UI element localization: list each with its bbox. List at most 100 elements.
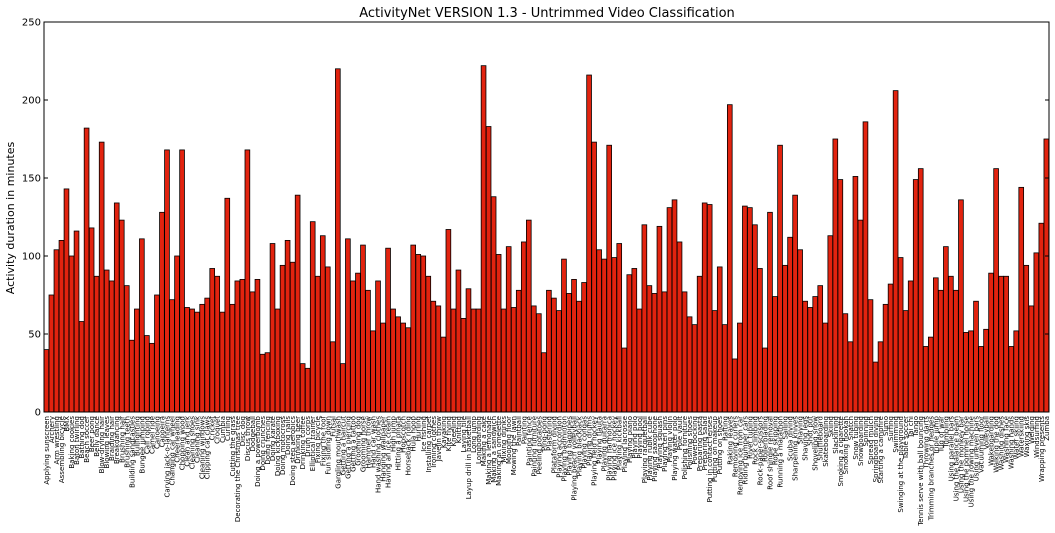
x-tick-label: Playing ten pins [661, 416, 669, 472]
bar [988, 272, 994, 413]
bar [887, 283, 894, 413]
bar [767, 211, 773, 413]
x-tick-label: Painting [520, 416, 528, 444]
x-tick-label: Fun sliding down [324, 416, 332, 475]
bar [450, 308, 457, 413]
bar [812, 296, 819, 413]
bar [284, 239, 291, 413]
x-tick-label: Playing rubik cube [646, 416, 654, 481]
x-tick-label: Doing karate [269, 416, 277, 461]
x-tick-label: Applying sunscreen [43, 416, 51, 485]
chart-title: ActivityNet VERSION 1.3 - Untrimmed Vide… [359, 6, 735, 21]
x-tick-label: Starting a campfire [877, 416, 885, 484]
bar [596, 249, 602, 413]
x-tick-label: Cricket [209, 416, 217, 441]
bar [375, 280, 381, 413]
x-tick-label: Preparing salad [701, 416, 709, 470]
bar [58, 239, 65, 413]
bar [455, 269, 462, 413]
bar [802, 300, 808, 413]
bar [324, 266, 331, 413]
bar [621, 347, 628, 413]
bar [169, 299, 175, 413]
x-tick-label: Doing kickboxing [274, 416, 282, 476]
bar [214, 275, 221, 413]
x-tick-label: Changing car wheel [169, 416, 177, 486]
bar [174, 255, 180, 413]
x-tick-label: Longboarding [475, 416, 483, 464]
x-tick-label: Tango [912, 416, 920, 438]
x-tick-label: Laying tile [460, 416, 468, 452]
x-tick-label: Polishing forniture [681, 416, 689, 479]
x-tick-label: Cleaning shoes [189, 416, 197, 470]
bar [340, 363, 346, 413]
plot-frame [43, 21, 1050, 413]
bar [93, 275, 100, 413]
x-tick-label: Calf roping [143, 416, 151, 454]
bar [480, 65, 487, 413]
bar [1038, 222, 1045, 413]
x-tick-label: Running a marathon [777, 416, 785, 488]
x-tick-label: Elliptical trainer [309, 416, 317, 471]
x-tick-label: Playing blackjack [576, 415, 584, 476]
bar [968, 330, 974, 413]
bar [696, 275, 703, 413]
x-tick-label: Croquet [214, 416, 222, 444]
bar [757, 268, 763, 413]
bar [591, 141, 597, 413]
bar [1018, 186, 1025, 413]
x-tick-label: Baking cookies [68, 416, 76, 469]
x-tick-label: Kneeling [450, 416, 458, 446]
bar [1028, 305, 1035, 413]
bar [400, 322, 406, 413]
x-tick-label: Disc dog [239, 416, 247, 446]
x-tick-label: Hammer throw [364, 416, 372, 469]
x-tick-label: Doing nails [284, 416, 292, 455]
bar [817, 285, 824, 413]
x-tick-label: Playing ice hockey [611, 416, 619, 481]
bar [194, 311, 200, 413]
x-tick-label: Powerbocking [691, 416, 699, 465]
x-tick-label: Trimming branches or hedges [927, 416, 935, 522]
bar [907, 280, 914, 413]
bar [993, 168, 999, 413]
bar [922, 346, 929, 413]
y-tick-label: 0 [35, 408, 41, 419]
bar [666, 207, 673, 413]
bar [938, 289, 944, 413]
x-tick-label: Doing motocross [279, 416, 287, 475]
x-tick-label: Javelin throw [435, 416, 443, 463]
x-tick-label: Braiding hair [108, 416, 116, 461]
x-tick-label: Making a lemonade [485, 416, 493, 485]
bar [631, 268, 638, 413]
x-tick-label: Fixing the roof [319, 415, 327, 466]
x-tick-label: Removing curlers [731, 416, 739, 477]
bar [912, 179, 919, 413]
x-tick-label: Decorating the Christmas tree [234, 416, 242, 522]
bar [897, 257, 904, 413]
bar [289, 261, 296, 413]
x-tick-label: Playing violin [666, 416, 674, 462]
bar [601, 258, 607, 413]
x-tick-label: Playing badminton [560, 416, 568, 482]
x-tick-label: Playing congas [581, 416, 589, 469]
x-tick-label: Playing racquetball [641, 416, 649, 483]
x-tick-label: Zumba [1043, 416, 1051, 441]
bar [48, 294, 55, 413]
x-tick-label: Volleyball [983, 416, 991, 450]
bar [345, 238, 351, 413]
x-tick-label: Brushing teeth [123, 416, 131, 468]
x-tick-label: Sharpening knives [792, 416, 800, 481]
x-tick-label: Getting a tattoo [349, 416, 357, 472]
bar [752, 224, 758, 413]
bar [139, 238, 145, 413]
x-tick-label: Making a sandwich [490, 416, 498, 483]
x-tick-label: Scuba diving [787, 416, 795, 461]
x-tick-label: Removing ice from car [736, 416, 744, 495]
bar [244, 149, 251, 413]
bar [304, 367, 311, 413]
bar [762, 347, 768, 413]
x-tick-label: Mowing the lawn [510, 416, 518, 475]
bar [63, 188, 70, 413]
x-tick-label: Triple jump [932, 415, 940, 455]
